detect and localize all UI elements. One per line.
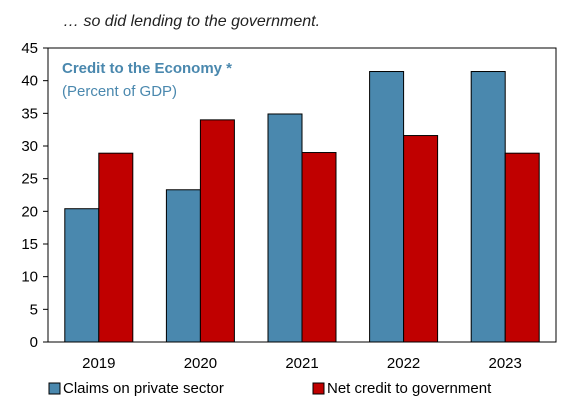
bar-private-sector [470, 71, 506, 343]
y-tick-label: 0 [30, 334, 38, 351]
legend: Claims on private sector Net credit to g… [48, 380, 492, 397]
chart-header: … so did lending to the government. [63, 13, 320, 30]
bar-government [504, 152, 540, 343]
x-tick-label: 2022 [387, 355, 420, 372]
chart-subtitle: (Percent of GDP) [62, 83, 177, 100]
bar-private-sector [267, 113, 303, 343]
legend-label-private: Claims on private sector [63, 380, 224, 397]
y-tick-label: 45 [21, 40, 38, 57]
x-tick-label: 2020 [184, 355, 217, 372]
y-tick-label: 10 [21, 269, 38, 286]
legend-label-government: Net credit to government [327, 380, 492, 397]
y-tick-label: 5 [30, 301, 38, 318]
bar-private-sector [64, 208, 100, 343]
y-tick-label: 35 [21, 105, 38, 122]
y-tick-label: 40 [21, 73, 38, 90]
y-tick-label: 25 [21, 171, 38, 188]
bar-government [403, 135, 439, 343]
bar-government [301, 152, 337, 343]
bars-group [64, 71, 540, 343]
y-tick-label: 30 [21, 138, 38, 155]
x-tick-label: 2023 [489, 355, 522, 372]
bar-government [199, 119, 235, 343]
bar-government [98, 152, 134, 343]
x-tick-label: 2019 [82, 355, 115, 372]
bar-private-sector [369, 71, 405, 343]
x-tick-label: 2021 [285, 355, 318, 372]
y-tick-label: 20 [21, 203, 38, 220]
y-tick-label: 15 [21, 236, 38, 253]
legend-swatch-private [48, 382, 61, 395]
x-axis: 2019 2020 2021 2022 2023 [82, 355, 522, 372]
bar-private-sector [165, 189, 201, 343]
legend-swatch-government [312, 382, 325, 395]
y-axis: 0 5 10 15 20 25 30 35 40 45 [21, 40, 48, 351]
chart-title: Credit to the Economy * [62, 60, 232, 77]
